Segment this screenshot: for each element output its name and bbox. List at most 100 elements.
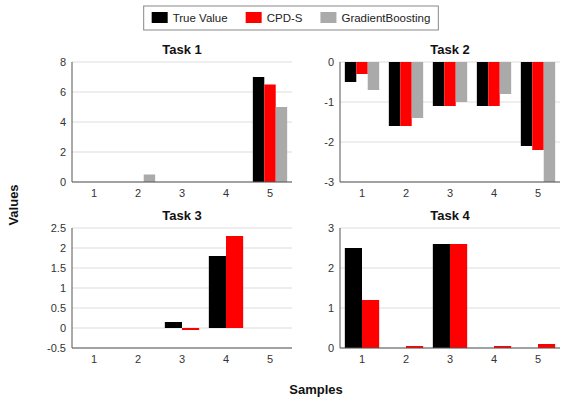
bar xyxy=(400,62,411,126)
y-tick-label: 2 xyxy=(60,146,66,158)
subplot: -3-2-1012345Task 2 xyxy=(324,42,560,199)
bar xyxy=(94,328,111,329)
bar xyxy=(544,62,555,182)
x-tick-label: 4 xyxy=(491,353,497,365)
y-tick-label: -2 xyxy=(324,136,334,148)
x-tick-label: 2 xyxy=(403,187,409,199)
subplot: 012312345Task 4 xyxy=(328,208,560,365)
y-axis-line xyxy=(340,228,341,348)
y-tick-label: 1 xyxy=(328,302,334,314)
bars xyxy=(165,236,243,330)
bar xyxy=(121,328,138,329)
subplot-title: Task 3 xyxy=(162,208,202,223)
x-tick-label: 3 xyxy=(179,353,185,365)
x-tick-label: 5 xyxy=(535,353,541,365)
grid-line xyxy=(72,248,292,249)
y-tick-label: 2 xyxy=(328,262,334,274)
bar xyxy=(456,62,467,102)
y-tick-label: 6 xyxy=(60,86,66,98)
bar xyxy=(182,328,199,330)
x-axis-label: Samples xyxy=(289,382,342,397)
y-axis-line xyxy=(72,228,73,348)
subplot: -0.500.511.522.512345Task 3 xyxy=(47,208,292,365)
legend-swatch xyxy=(152,12,168,23)
x-tick-label: 5 xyxy=(267,187,273,199)
bars xyxy=(345,244,555,348)
y-tick-label: 1 xyxy=(60,282,66,294)
x-tick-label: 3 xyxy=(447,353,453,365)
bar xyxy=(389,62,400,126)
y-tick-label: 8 xyxy=(60,56,66,68)
subplot-title: Task 4 xyxy=(430,208,470,223)
grid-line xyxy=(72,288,292,289)
bar xyxy=(356,62,367,74)
bar xyxy=(488,62,499,106)
bars xyxy=(144,77,287,182)
bar xyxy=(345,248,362,348)
x-tick-label: 3 xyxy=(447,187,453,199)
grid-line xyxy=(340,182,560,183)
x-tick-label: 4 xyxy=(491,187,497,199)
x-axis-line xyxy=(72,348,292,349)
x-tick-label: 1 xyxy=(359,353,365,365)
legend-swatch xyxy=(246,12,262,23)
bar xyxy=(138,328,155,329)
bar xyxy=(144,175,155,183)
y-tick-label: 3 xyxy=(328,222,334,234)
bar xyxy=(433,62,444,106)
bar xyxy=(433,244,450,348)
legend: True Value CPD-S GradientBoosting xyxy=(144,6,439,30)
x-tick-label: 3 xyxy=(179,187,185,199)
bar xyxy=(362,300,379,348)
x-axis-line xyxy=(340,348,560,349)
grid-line xyxy=(72,308,292,309)
y-tick-label: -3 xyxy=(324,176,334,188)
y-tick-label: 2.5 xyxy=(51,222,66,234)
bar xyxy=(253,77,264,182)
grid-line xyxy=(72,268,292,269)
grid-line xyxy=(72,182,292,183)
bar xyxy=(253,328,270,329)
subplot-title: Task 1 xyxy=(162,42,202,57)
x-tick-label: 2 xyxy=(135,187,141,199)
y-tick-label: -0.5 xyxy=(47,342,66,354)
bar xyxy=(209,256,226,328)
bars xyxy=(345,62,555,182)
bar xyxy=(345,62,356,82)
legend-frame xyxy=(144,6,439,30)
legend-swatch xyxy=(320,12,336,23)
bar xyxy=(444,62,455,106)
bar xyxy=(532,62,543,150)
y-tick-label: 0.5 xyxy=(51,302,66,314)
y-tick-label: 4 xyxy=(60,116,66,128)
x-tick-label: 4 xyxy=(223,187,229,199)
legend-label: GradientBoosting xyxy=(341,12,430,24)
x-tick-label: 5 xyxy=(535,187,541,199)
bar xyxy=(412,62,423,118)
x-tick-label: 2 xyxy=(403,353,409,365)
legend-label: True Value xyxy=(173,12,228,24)
y-axis-line xyxy=(72,62,73,182)
subplot: 0246812345Task 1 xyxy=(60,42,292,199)
grid-line xyxy=(340,228,560,229)
bar xyxy=(368,62,379,90)
x-tick-label: 1 xyxy=(91,187,97,199)
grid-line xyxy=(72,62,292,63)
grid-line xyxy=(72,348,292,349)
x-axis-line xyxy=(340,182,560,183)
y-tick-label: 0 xyxy=(60,322,66,334)
bar xyxy=(276,107,287,182)
grid-line xyxy=(340,348,560,349)
bar xyxy=(226,236,243,328)
x-tick-label: 5 xyxy=(267,353,273,365)
bar xyxy=(538,344,555,348)
bar xyxy=(77,328,94,329)
x-tick-label: 2 xyxy=(135,353,141,365)
bar xyxy=(521,62,532,146)
bar xyxy=(477,62,488,106)
x-tick-label: 1 xyxy=(91,353,97,365)
bar xyxy=(165,322,182,328)
y-axis-label: Values xyxy=(6,184,21,225)
legend-label: CPD-S xyxy=(267,12,303,24)
chart-root: 0 2 4 6 8 1 2 3 4 5 Task 1 Values True Value CPD-S Gra… xyxy=(0,0,582,404)
